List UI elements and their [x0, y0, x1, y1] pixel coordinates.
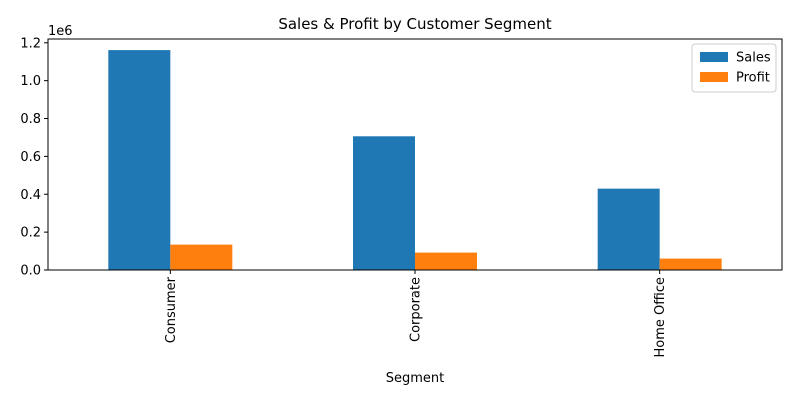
legend-label-profit: Profit — [736, 71, 770, 86]
legend-label-sales: Sales — [736, 51, 771, 66]
x-tick-label: Home Office — [653, 277, 668, 357]
y-offset-label: 1e6 — [48, 24, 73, 39]
y-tick-label: 0.0 — [20, 264, 41, 279]
plot-area: 0.0 0.2 0.4 0.6 0.8 1.0 1.2 Consumer Corporate Ho… — [20, 36, 722, 357]
y-tick-label: 0.6 — [20, 150, 41, 165]
x-tick-label: Consumer — [164, 276, 179, 343]
chart-title: Sales & Profit by Customer Segment — [278, 15, 551, 33]
bar-profit-corporate — [415, 252, 477, 270]
bar-sales-home-office — [597, 188, 660, 270]
bar-profit-consumer — [170, 244, 233, 270]
legend-swatch-sales — [700, 52, 728, 62]
y-tick-label: 1.0 — [20, 74, 41, 89]
y-tick-label: 0.4 — [20, 188, 41, 203]
legend: Sales Profit — [691, 43, 777, 93]
bar-profit-home-office — [659, 258, 722, 270]
x-tick-label: Corporate — [409, 277, 424, 342]
plot-frame — [47, 38, 783, 271]
bar-sales-consumer — [108, 50, 171, 270]
x-axis-label: Segment — [386, 371, 445, 386]
y-tick-label: 1.2 — [20, 36, 41, 51]
legend-swatch-profit — [700, 72, 728, 82]
y-tick-label: 0.2 — [20, 226, 41, 241]
y-tick-label: 0.8 — [20, 112, 41, 127]
bar-sales-corporate — [353, 136, 415, 270]
